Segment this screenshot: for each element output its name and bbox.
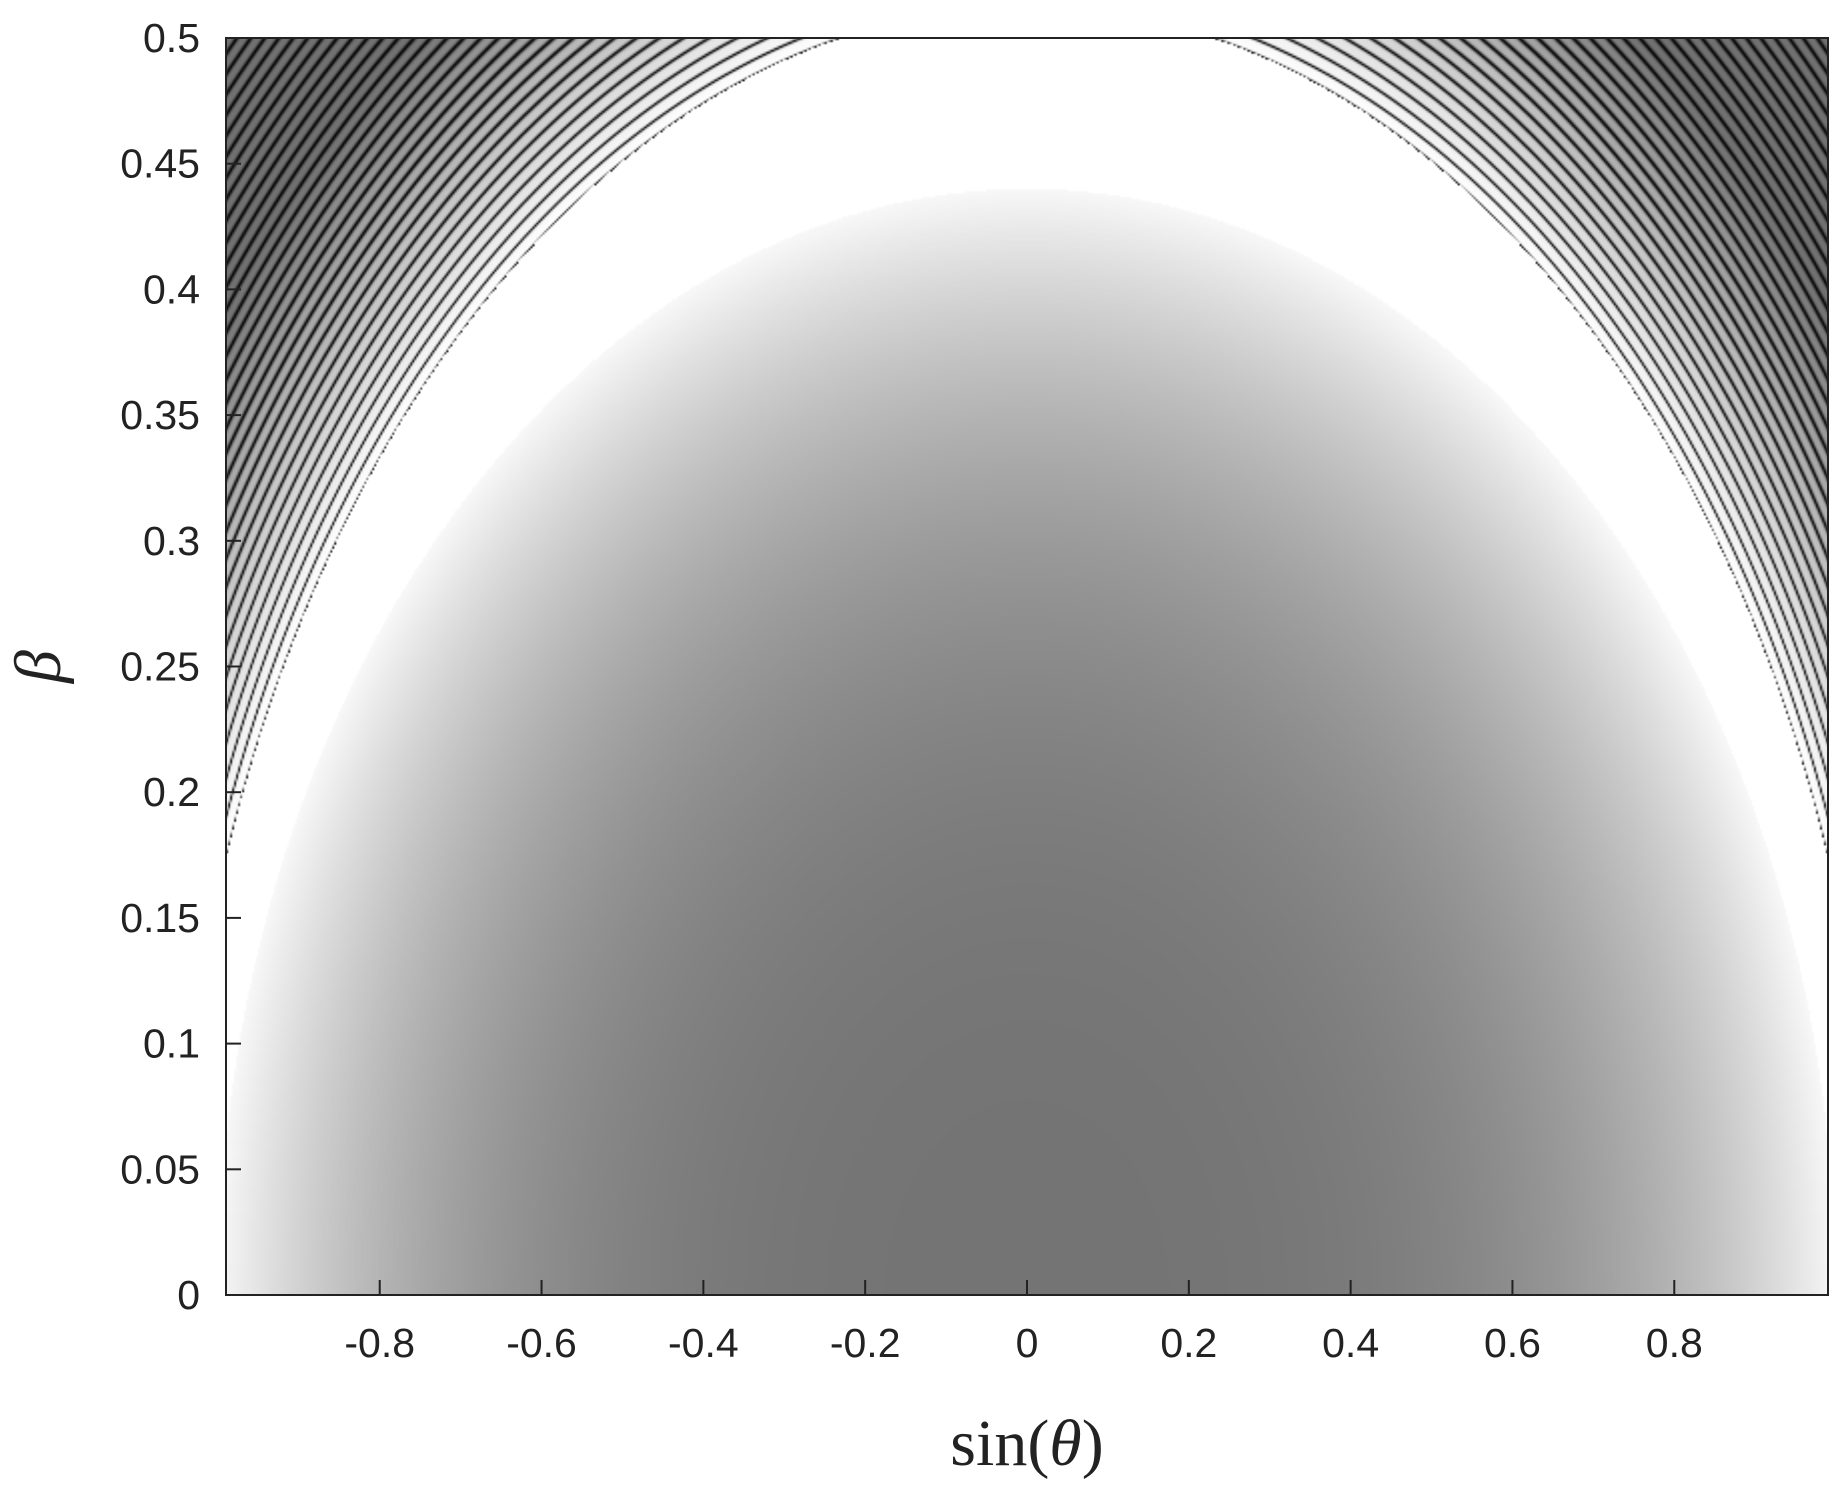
x-axis-label: sin(θ) — [950, 1407, 1103, 1480]
heatmap-image — [226, 38, 1828, 1295]
y-axis-ticks — [226, 37, 241, 1296]
x-axis-label-prefix: sin( — [950, 1407, 1049, 1480]
y-tick-label: 0.2 — [143, 769, 200, 815]
y-tick-label: 0.4 — [143, 266, 200, 312]
x-tick-label: 0.8 — [1646, 1320, 1703, 1366]
x-tick-label: -0.4 — [668, 1320, 739, 1366]
y-tick-label: 0 — [177, 1272, 200, 1318]
y-tick-label: 0.05 — [120, 1146, 200, 1192]
x-tick-label: -0.8 — [344, 1320, 415, 1366]
y-tick-label: 0.25 — [120, 644, 200, 690]
x-axis-label-suffix: ) — [1082, 1407, 1104, 1480]
y-tick-label: 0.15 — [120, 895, 200, 941]
y-axis-label: β — [2, 650, 75, 685]
x-axis-tick-labels: -0.8 -0.6 -0.4 -0.2 0 0.2 0.4 0.6 0.8 — [344, 1320, 1702, 1366]
heatmap-area — [226, 38, 1828, 1295]
y-tick-label: 0.35 — [120, 392, 200, 438]
x-axis-label-symbol: θ — [1049, 1407, 1081, 1480]
x-tick-label: -0.6 — [506, 1320, 577, 1366]
y-axis-tick-labels: 0 0.05 0.1 0.15 0.2 0.25 0.3 0.35 0.4 0.45 0.5 — [120, 15, 200, 1318]
y-tick-label: 0.3 — [143, 518, 200, 564]
x-axis-ticks — [378, 1280, 1676, 1295]
x-tick-label: 0.4 — [1322, 1320, 1379, 1366]
x-tick-label: 0.6 — [1484, 1320, 1541, 1366]
x-tick-label: 0.2 — [1160, 1320, 1217, 1366]
x-tick-label: -0.2 — [830, 1320, 901, 1366]
y-tick-label: 0.1 — [143, 1021, 200, 1067]
y-tick-label: 0.45 — [120, 141, 200, 187]
x-tick-label: 0 — [1016, 1320, 1039, 1366]
y-tick-label: 0.5 — [143, 15, 200, 61]
